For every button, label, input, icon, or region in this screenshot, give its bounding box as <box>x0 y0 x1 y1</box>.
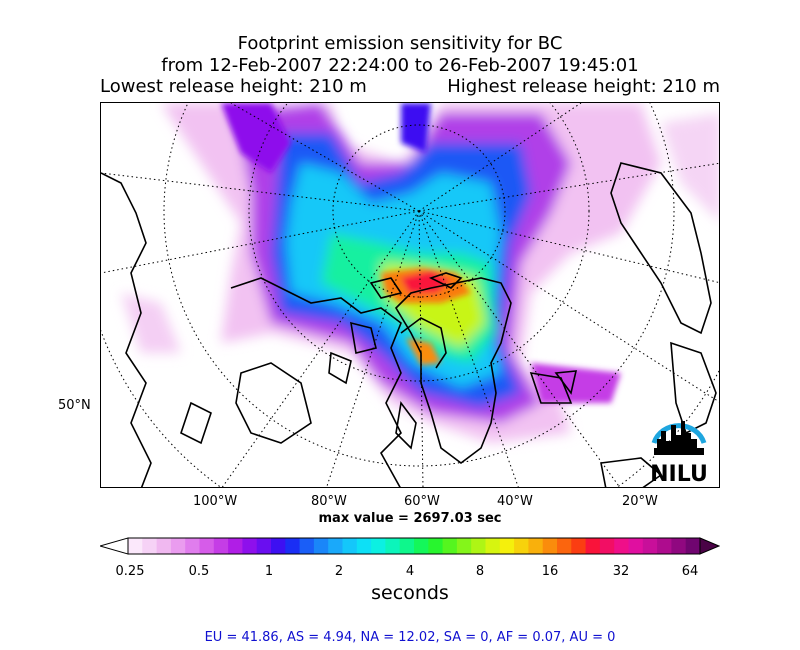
colorbar-segment <box>299 538 315 554</box>
highest-release-height: Highest release height: 210 m <box>447 76 720 97</box>
colorbar-extend-max <box>699 537 720 555</box>
colorbar-segment <box>414 538 429 554</box>
lon-label-100w: 100°W <box>193 494 238 509</box>
colorbar-tick-7: 32 <box>612 564 630 579</box>
colorbar-segment <box>442 538 458 554</box>
colorbar-segment <box>642 538 658 554</box>
footprint-map: NILU <box>100 102 720 488</box>
colorbar-segment <box>585 538 601 554</box>
map-canvas: NILU <box>101 103 719 487</box>
colorbar-segment <box>285 538 301 554</box>
graticule <box>101 103 719 487</box>
colorbar-segment <box>599 538 615 554</box>
map-date-range: from 12-Feb-2007 22:24:00 to 26-Feb-2007… <box>161 55 639 76</box>
lon-label-40w: 40°W <box>497 494 533 509</box>
colorbar-segment <box>485 538 501 554</box>
colorbar-segment <box>456 538 472 554</box>
colorbar-border <box>127 537 701 555</box>
max-value-label: max value = 2697.03 sec <box>318 511 502 526</box>
colorbar-segment <box>199 538 215 554</box>
colorbar-segment <box>671 538 687 554</box>
colorbar-tick-5: 8 <box>475 564 485 579</box>
colorbar-tick-2: 1 <box>264 564 274 579</box>
colorbar-segment <box>385 538 401 554</box>
sensitivity-field <box>121 103 719 443</box>
colorbar-segment <box>428 538 444 554</box>
colorbar-segment <box>657 538 672 554</box>
colorbar-units: seconds <box>371 582 449 604</box>
colorbar-tick-1: 0.5 <box>188 564 210 579</box>
lon-label-80w: 80°W <box>311 494 347 509</box>
colorbar-segment <box>628 538 644 554</box>
colorbar-segment <box>271 538 286 554</box>
colorbar-segment <box>313 538 329 554</box>
colorbar-segment <box>685 538 701 554</box>
region-stats: EU = 41.86, AS = 4.94, NA = 12.02, SA = … <box>204 630 616 645</box>
colorbar-segment <box>356 538 372 554</box>
colorbar-segment <box>185 538 200 554</box>
colorbar-segment <box>499 538 515 554</box>
colorbar-segment <box>542 538 558 554</box>
colorbar-segment <box>399 538 415 554</box>
colorbar-segment <box>170 538 186 554</box>
colorbar-segment <box>371 538 386 554</box>
colorbar-segment <box>557 538 572 554</box>
colorbar-segment <box>528 538 544 554</box>
lat-label-50n: 50°N <box>58 398 91 413</box>
colorbar-tick-4: 4 <box>405 564 415 579</box>
colorbar-segment <box>342 538 358 554</box>
colorbar-tick-0: 0.25 <box>115 564 145 579</box>
colorbar-segment <box>156 538 172 554</box>
colorbar-segment <box>256 538 272 554</box>
lon-label-20w: 20°W <box>622 494 658 509</box>
colorbar-segment <box>514 538 529 554</box>
nilu-logo: NILU <box>650 421 708 487</box>
colorbar-segment <box>213 538 229 554</box>
lon-label-60w: 60°W <box>404 494 440 509</box>
colorbar <box>100 537 720 555</box>
nilu-logo-text: NILU <box>650 462 708 487</box>
colorbar-tick-3: 2 <box>334 564 344 579</box>
colorbar-tick-8: 64 <box>681 564 699 579</box>
colorbar-segment <box>571 538 587 554</box>
lowest-release-height: Lowest release height: 210 m <box>100 76 367 97</box>
colorbar-extend-min <box>100 537 129 555</box>
colorbar-tick-6: 16 <box>541 564 559 579</box>
colorbar-segment <box>228 538 243 554</box>
colorbar-segment <box>242 538 258 554</box>
colorbar-segment <box>614 538 629 554</box>
coastlines <box>101 162 717 487</box>
colorbar-segment <box>471 538 486 554</box>
colorbar-segment <box>328 538 343 554</box>
colorbar-segment <box>142 538 158 554</box>
colorbar-segment <box>128 538 143 554</box>
map-title: Footprint emission sensitivity for BC <box>237 33 563 54</box>
